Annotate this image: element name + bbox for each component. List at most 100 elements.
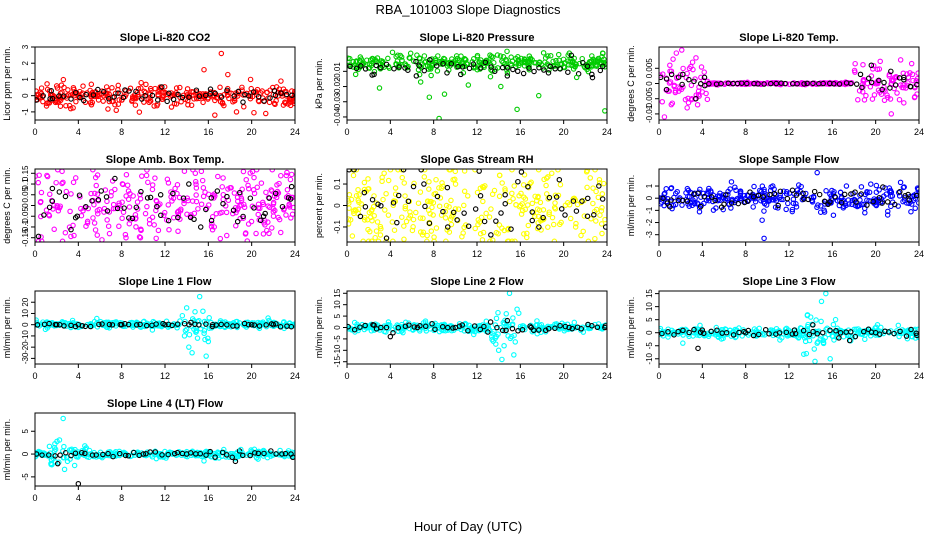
data-point-unfitted [599,196,606,202]
data-point-unfitted [525,183,531,190]
data-point-fitted [192,309,198,315]
data-point-unfitted [263,322,269,328]
data-point-fitted [183,89,190,96]
data-point-unfitted [224,322,230,328]
data-point-unfitted [411,324,418,330]
data-point-fitted [565,52,571,58]
data-point-fitted [516,62,522,69]
data-point-fitted [373,228,380,234]
data-point-unfitted [251,322,258,328]
data-point-fitted [443,238,449,242]
data-point-fitted [906,200,912,207]
data-point-fitted [509,190,515,197]
data-point-fitted [429,204,435,211]
data-point-fitted [217,235,224,242]
data-point-unfitted [450,209,457,216]
data-point-fitted [884,92,890,98]
data-point-fitted [852,202,859,209]
data-point-fitted [67,208,73,215]
x-tick-label: 12 [472,127,482,137]
data-point-fitted [153,198,160,205]
data-point-fitted [789,206,796,213]
y-tick-label: 10 [333,300,342,309]
data-point-fitted [149,182,156,188]
data-point-fitted [71,462,78,469]
data-point-fitted [287,102,294,109]
data-point-unfitted [906,197,913,203]
data-point-fitted [821,207,827,213]
data-point-fitted [590,200,596,207]
data-point-unfitted [230,207,237,214]
data-point-unfitted [679,81,685,88]
data-point-unfitted [444,70,450,76]
data-point-fitted [406,55,413,61]
data-point-fitted [571,319,578,326]
data-point-fitted [288,215,294,221]
data-point-fitted [43,103,50,109]
data-point-unfitted [95,197,102,203]
data-point-fitted [506,238,512,242]
data-point-fitted [387,169,394,173]
data-point-fitted [437,195,444,201]
data-point-fitted [200,185,207,191]
data-point-fitted [142,210,149,217]
data-point-fitted [36,172,42,178]
data-point-fitted [258,180,265,186]
data-point-fitted [38,234,44,240]
data-point-unfitted [235,88,242,95]
data-point-fitted [64,458,71,465]
data-point-unfitted [492,68,498,75]
data-point-unfitted [255,450,262,457]
data-point-unfitted [448,61,455,67]
x-tick-label: 24 [914,127,924,137]
data-point-fitted [470,56,477,62]
y-tick-label: 2 [21,60,30,65]
data-point-fitted [188,102,195,109]
data-point-fitted [406,320,412,326]
data-point-fitted [399,214,405,220]
data-point-fitted [871,92,878,98]
data-point-unfitted [482,59,489,66]
data-point-unfitted [485,329,491,335]
data-point-fitted [590,185,596,191]
data-point-unfitted [237,189,243,196]
y-tick-label: 0.05 [21,186,30,202]
data-point-fitted [543,182,549,189]
data-point-unfitted [775,202,781,209]
data-point-unfitted [183,451,190,457]
data-point-unfitted [545,70,552,76]
data-point-fitted [57,103,64,109]
data-point-fitted [751,183,757,190]
data-point-fitted [151,222,157,228]
data-point-unfitted [680,71,686,78]
data-point-fitted [534,318,540,324]
data-point-unfitted [236,448,243,454]
data-point-unfitted [62,449,69,456]
data-point-unfitted [589,71,595,78]
data-point-unfitted [697,203,704,210]
data-point-fitted [139,173,145,179]
data-point-unfitted [262,210,268,217]
y-tick-label: 0 [21,203,30,208]
data-point-fitted [508,333,515,340]
data-point-fitted [398,169,405,173]
data-point-unfitted [706,81,712,87]
data-point-fitted [908,60,915,67]
data-point-unfitted [488,232,494,238]
data-point-unfitted [502,192,508,198]
data-point-fitted [242,230,249,236]
data-point-fitted [255,211,261,218]
data-point-fitted [255,452,261,459]
x-tick-label: 20 [559,371,569,381]
data-point-unfitted [68,226,74,233]
data-point-fitted [579,324,586,330]
data-point-fitted [51,226,57,233]
data-point-unfitted [691,78,697,85]
data-point-fitted [894,74,900,81]
data-point-unfitted [245,321,252,328]
y-tick-label: -5 [645,342,654,350]
data-point-fitted [860,77,867,83]
data-point-unfitted [197,224,204,230]
data-point-fitted [786,190,793,196]
data-point-unfitted [422,203,428,210]
